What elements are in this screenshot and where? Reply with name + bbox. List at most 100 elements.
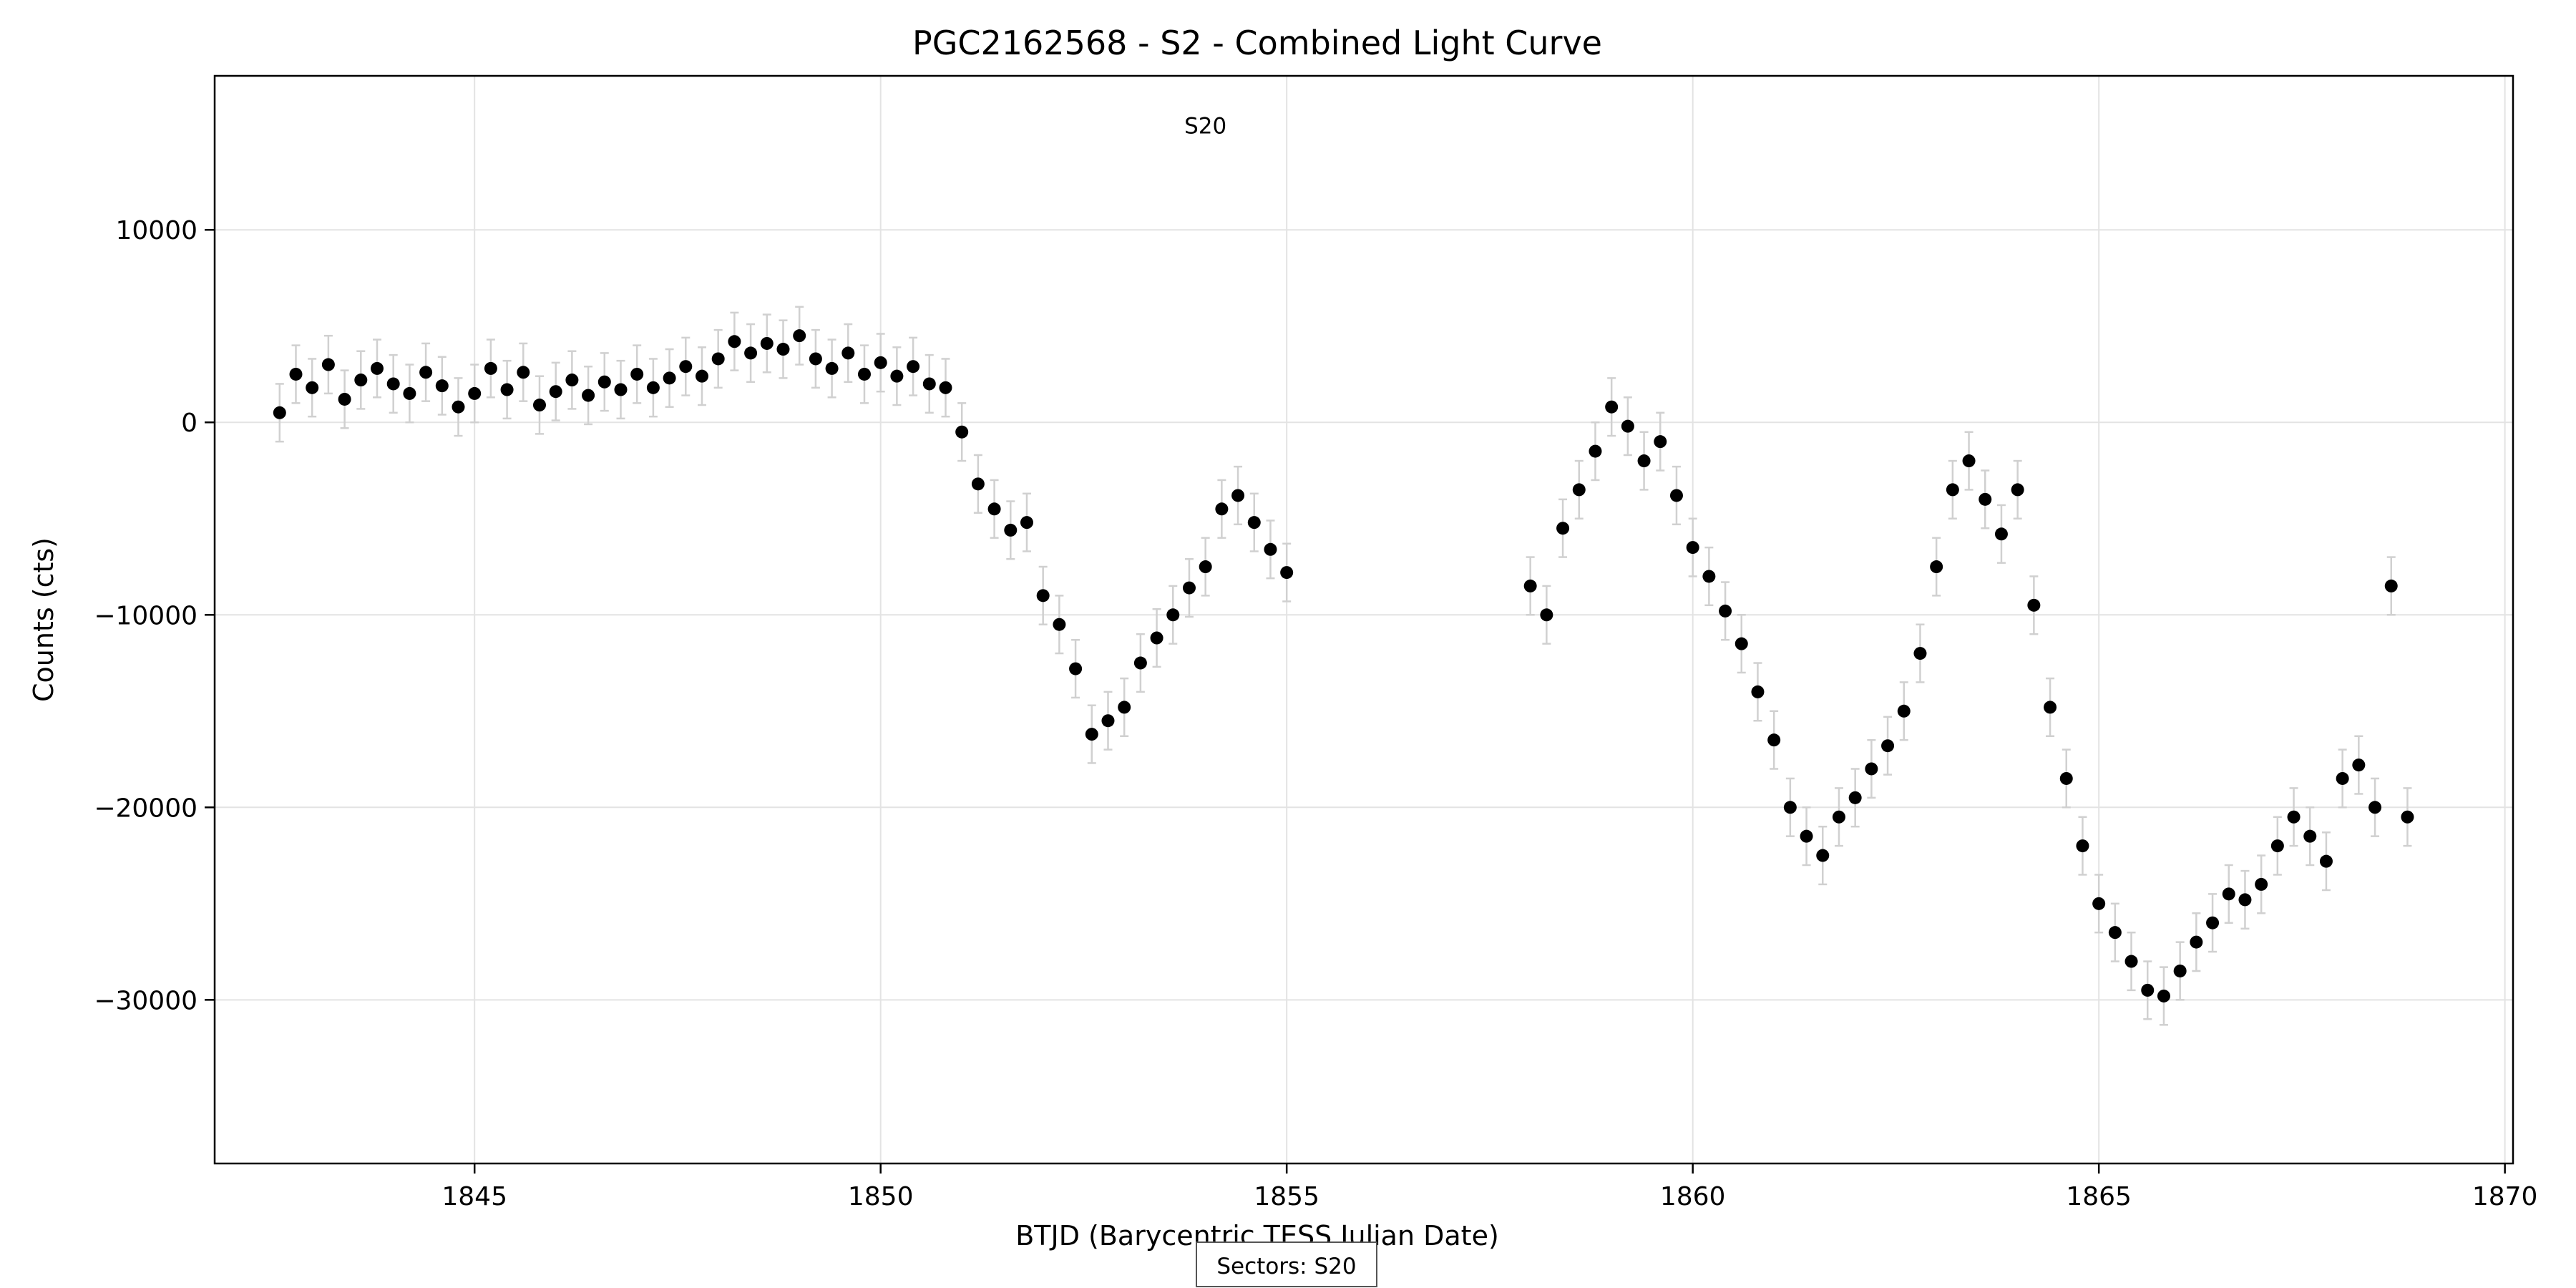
data-point bbox=[711, 352, 725, 366]
sectors-legend-box bbox=[1196, 1241, 1377, 1287]
data-point bbox=[971, 477, 985, 491]
data-point bbox=[2270, 839, 2284, 853]
data-point bbox=[646, 381, 660, 394]
data-point bbox=[1783, 801, 1797, 814]
data-point bbox=[1036, 589, 1050, 602]
data-point bbox=[1004, 523, 1018, 537]
data-point bbox=[1719, 604, 1732, 618]
data-point bbox=[907, 360, 920, 374]
data-point bbox=[2092, 897, 2106, 910]
data-point bbox=[1637, 454, 1651, 468]
data-point bbox=[1053, 618, 1066, 631]
data-point bbox=[2124, 955, 2138, 968]
data-point bbox=[1133, 656, 1147, 670]
data-point bbox=[1572, 483, 1586, 497]
data-point bbox=[2141, 983, 2155, 997]
data-point bbox=[2319, 854, 2333, 868]
data-point bbox=[1832, 810, 1845, 824]
data-point bbox=[1231, 489, 1245, 502]
data-point bbox=[2287, 810, 2301, 824]
data-point bbox=[1669, 489, 1683, 502]
sector-annotation: S20 bbox=[1184, 114, 1226, 140]
y-tick-label: −20000 bbox=[94, 794, 197, 823]
data-point bbox=[1215, 502, 1229, 516]
data-point bbox=[776, 343, 790, 356]
data-point bbox=[695, 369, 708, 383]
data-point bbox=[1897, 704, 1911, 718]
data-point bbox=[1247, 516, 1261, 530]
y-tick-label: 10000 bbox=[115, 216, 197, 245]
data-point bbox=[1280, 566, 1294, 580]
data-point bbox=[2190, 935, 2203, 949]
y-tick-label: −30000 bbox=[94, 986, 197, 1015]
data-point bbox=[744, 346, 758, 360]
data-point bbox=[793, 329, 806, 343]
data-point bbox=[1654, 435, 1667, 449]
data-point bbox=[1800, 829, 1813, 843]
data-point bbox=[939, 381, 952, 394]
data-point bbox=[2076, 839, 2089, 853]
data-point bbox=[338, 392, 351, 406]
x-tick-label: 1850 bbox=[848, 1182, 914, 1211]
data-point bbox=[1962, 454, 1976, 468]
data-point bbox=[614, 383, 628, 396]
data-point bbox=[2059, 771, 2073, 785]
data-point bbox=[955, 425, 969, 439]
data-point bbox=[500, 383, 514, 396]
data-point bbox=[532, 399, 546, 412]
data-point bbox=[2401, 810, 2414, 824]
data-point bbox=[2368, 801, 2382, 814]
data-point bbox=[1605, 400, 1619, 414]
data-point bbox=[582, 389, 595, 402]
data-point bbox=[2238, 893, 2252, 907]
data-point bbox=[517, 366, 530, 379]
data-point bbox=[1085, 728, 1098, 741]
data-point bbox=[468, 386, 482, 400]
x-tick-label: 1860 bbox=[1660, 1182, 1726, 1211]
data-point bbox=[825, 361, 839, 375]
data-point bbox=[679, 360, 693, 374]
data-point bbox=[549, 385, 562, 399]
data-point bbox=[1913, 647, 1927, 660]
data-point bbox=[1166, 608, 1180, 622]
data-point bbox=[1946, 483, 1959, 497]
data-point bbox=[403, 386, 416, 400]
y-axis-ticks: −30000 −20000 −10000 0 10000 bbox=[94, 216, 215, 1015]
data-point bbox=[1523, 579, 1537, 592]
x-tick-label: 1865 bbox=[2066, 1182, 2132, 1211]
data-point bbox=[2108, 926, 2122, 940]
x-axis-ticks: 1845 1850 1855 1860 1865 1870 bbox=[441, 1163, 2537, 1211]
data-point bbox=[2173, 964, 2187, 977]
data-point bbox=[565, 374, 579, 387]
data-point bbox=[2044, 701, 2057, 714]
data-point bbox=[1848, 791, 1862, 804]
data-point bbox=[841, 346, 855, 360]
data-point bbox=[273, 406, 286, 419]
x-tick-label: 1845 bbox=[441, 1182, 507, 1211]
data-point bbox=[1589, 444, 1602, 458]
data-point bbox=[922, 377, 936, 391]
data-point bbox=[728, 335, 741, 348]
data-point bbox=[386, 377, 400, 391]
data-point bbox=[2255, 877, 2268, 891]
data-point bbox=[354, 374, 368, 387]
data-point bbox=[370, 361, 384, 375]
sectors-legend: Sectors: S20 bbox=[1196, 1241, 1377, 1287]
sectors-legend-text: Sectors: S20 bbox=[1216, 1254, 1356, 1279]
y-tick-label: −10000 bbox=[94, 601, 197, 630]
data-point bbox=[452, 400, 465, 414]
data-point bbox=[809, 352, 822, 366]
data-point bbox=[2222, 887, 2235, 901]
data-point bbox=[2157, 989, 2170, 1002]
data-point bbox=[597, 375, 611, 389]
data-point bbox=[1118, 701, 1131, 714]
data-point bbox=[2011, 483, 2024, 497]
grid-lines bbox=[215, 76, 2513, 1163]
data-point bbox=[306, 381, 319, 394]
data-point bbox=[289, 367, 303, 381]
data-point bbox=[630, 367, 644, 381]
data-point bbox=[484, 361, 497, 375]
data-point bbox=[1751, 685, 1765, 698]
data-point bbox=[321, 358, 335, 371]
